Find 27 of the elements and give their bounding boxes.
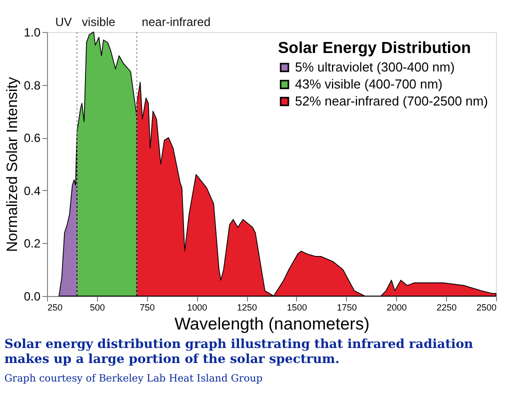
x-tick-label: 500 xyxy=(90,302,105,312)
y-tick-label: 0.6 xyxy=(24,131,41,146)
text: UV xyxy=(55,15,72,29)
y-tick-label: 0.2 xyxy=(24,236,41,251)
text: visible xyxy=(82,15,116,29)
x-tick-label: 1250 xyxy=(237,302,258,312)
x-tick-label: 2250 xyxy=(436,302,457,312)
y-tick-label: 0.8 xyxy=(24,78,41,92)
x-tick-label: 2500 xyxy=(476,302,496,312)
text: Graph courtesy of Berkeley Lab Heat Island Group xyxy=(4,374,263,384)
x-tick-label: 2000 xyxy=(386,302,407,312)
text: Solar energy distribution graph illustrating that infrared radiation makes up a large portion of the solar spectrum. xyxy=(4,336,474,366)
x-axis-title: Wavelength (nanometers) xyxy=(174,314,370,334)
legend-label: 52% near-infrared (700-2500 nm) xyxy=(295,94,488,108)
y-axis-title: Normalized Solar Intensity xyxy=(4,76,21,252)
x-tick-label: 1000 xyxy=(187,302,208,312)
legend-label: 43% visible (400-700 nm) xyxy=(295,76,442,92)
x-tick-label: 250 xyxy=(48,302,63,312)
legend-title: Solar Energy Distribution xyxy=(278,40,471,57)
y-tick-label: 1.0 xyxy=(24,26,41,40)
x-tick-label: 750 xyxy=(140,302,155,312)
x-tick-label: 1750 xyxy=(336,302,357,312)
x-tick-label: 1500 xyxy=(286,302,307,312)
legend-label: 5% ultraviolet (300-400 nm) xyxy=(295,60,455,74)
y-tick-label: 0.0 xyxy=(24,290,41,304)
text: near-infrared xyxy=(142,15,211,29)
y-tick-label: 0.4 xyxy=(24,184,41,198)
